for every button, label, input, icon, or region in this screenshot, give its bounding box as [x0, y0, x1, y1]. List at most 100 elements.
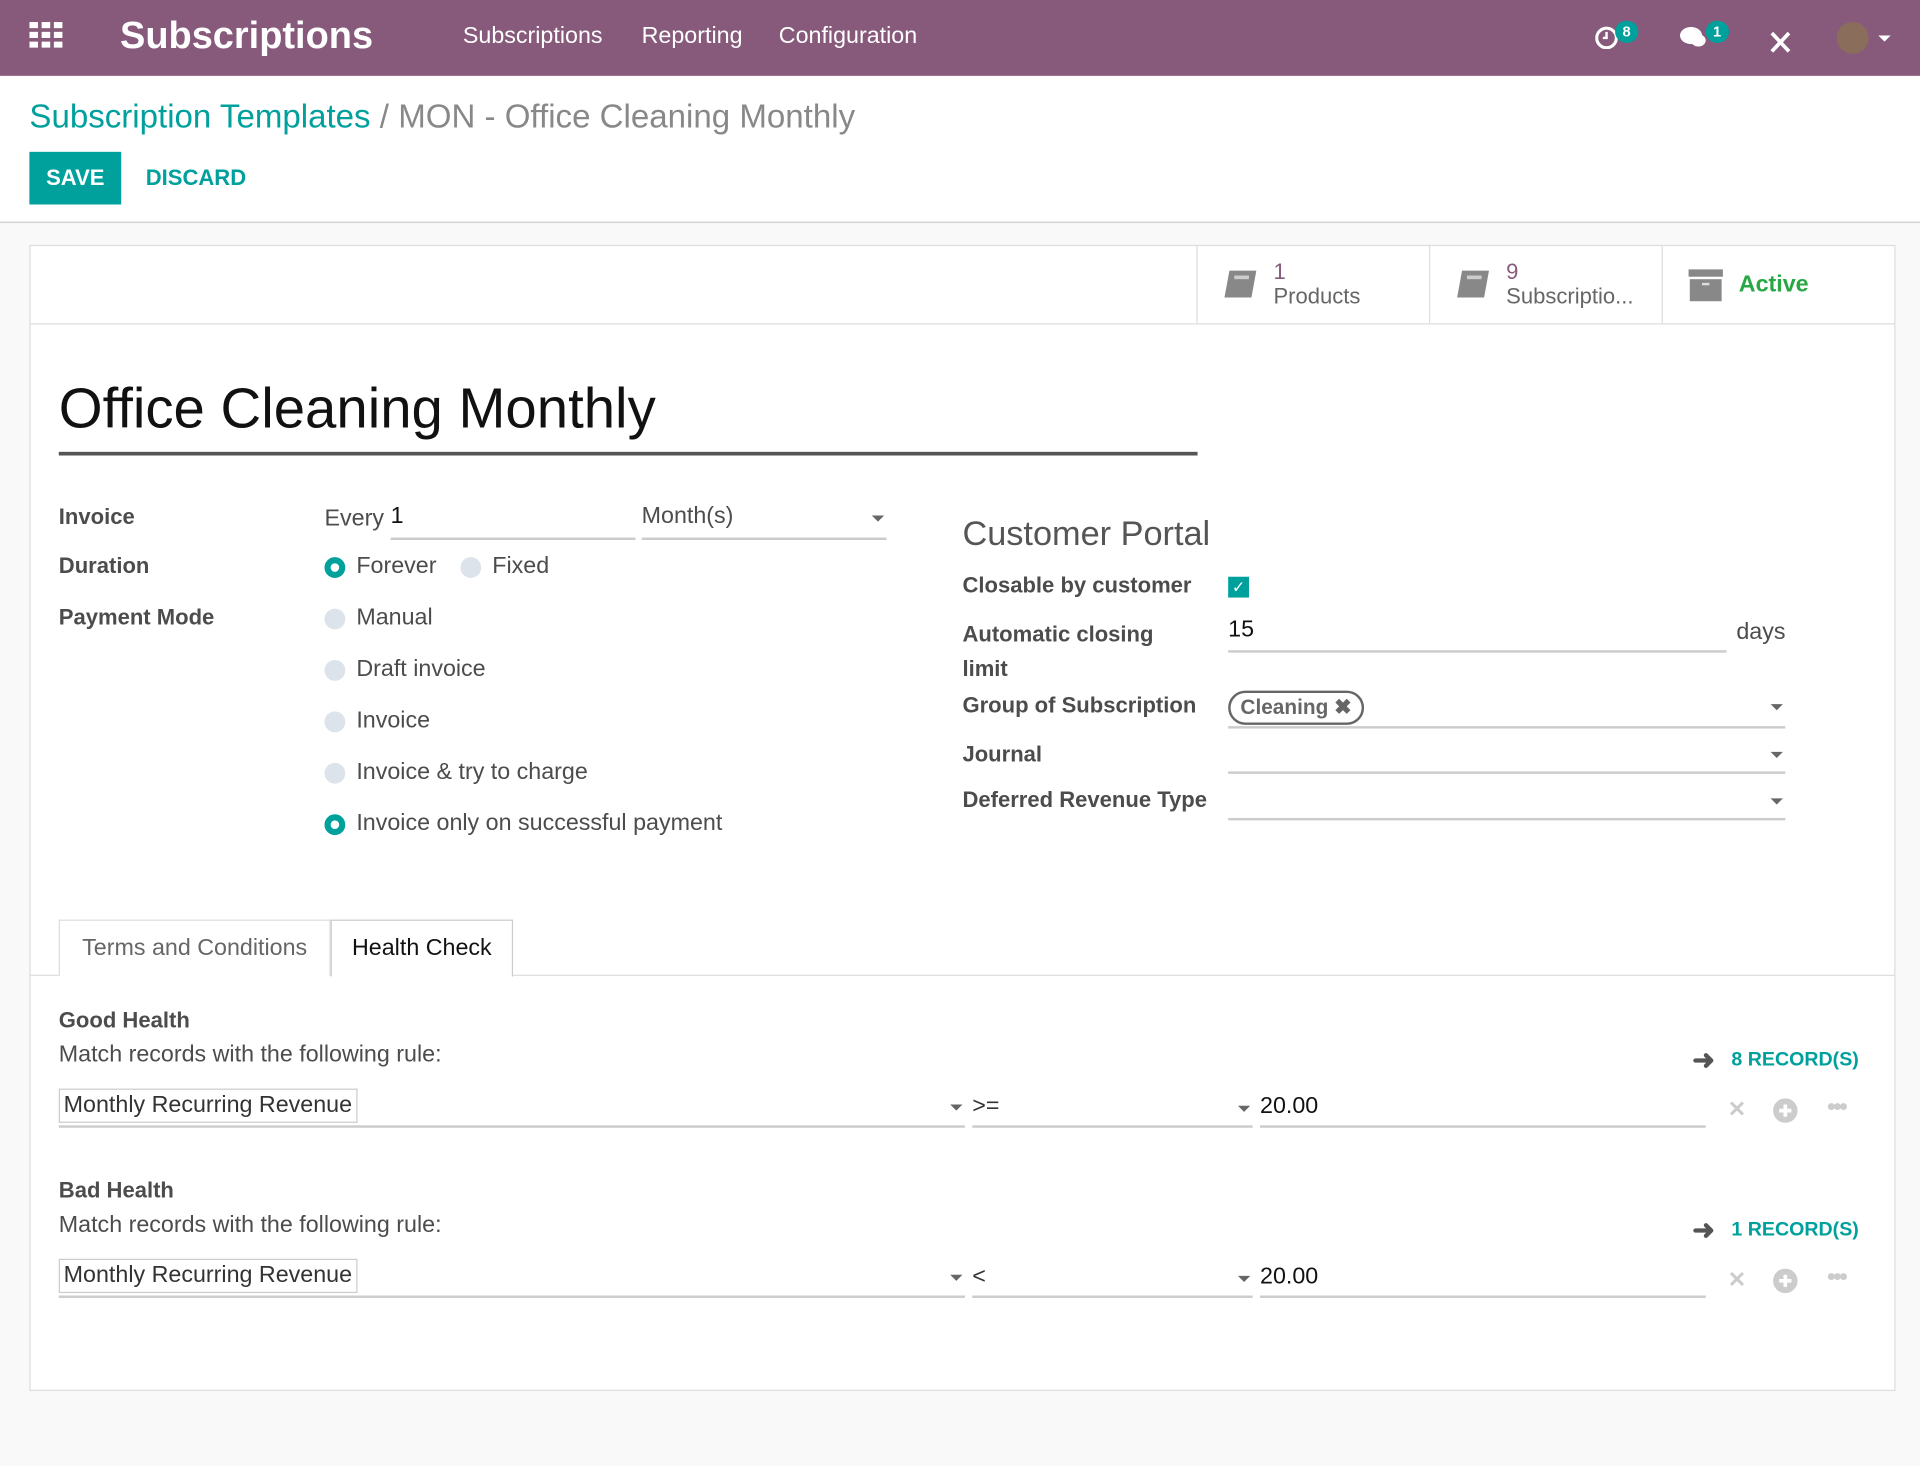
messages-button[interactable]: 1 [1680, 20, 1729, 55]
duration-label: Duration [58, 553, 150, 578]
duration-forever-radio[interactable]: Forever [324, 553, 436, 580]
menu-reporting[interactable]: Reporting [641, 23, 743, 49]
group-label: Group of Subscription [962, 693, 1197, 718]
payment-successful-radio[interactable]: Invoice only on successful payment [324, 811, 722, 838]
customer-portal-heading: Customer Portal [962, 514, 1211, 553]
activity-badge: 8 [1615, 20, 1638, 43]
journal-label: Journal [962, 742, 1043, 767]
save-button[interactable]: SAVE [29, 151, 122, 205]
apps-menu-icon[interactable] [29, 22, 63, 48]
tag-remove-icon[interactable]: ✖ [1334, 695, 1352, 719]
good-health-rule-text: Match records with the following rule: [58, 1042, 442, 1068]
radio-icon [460, 556, 482, 578]
tools-icon[interactable] [1768, 29, 1792, 53]
radio-icon [324, 813, 346, 835]
breadcrumb-separator: / [379, 97, 390, 135]
activity-button[interactable]: 8 [1594, 20, 1638, 55]
app-title: Subscriptions [120, 13, 374, 57]
payment-option-label: Draft invoice [356, 656, 486, 683]
deferred-label: Deferred Revenue Type [962, 787, 1208, 812]
payment-option-label: Invoice only on successful payment [356, 810, 723, 837]
chevron-down-icon [1770, 704, 1783, 711]
payment-try-charge-radio[interactable]: Invoice & try to charge [324, 759, 588, 786]
closable-label: Closable by customer [962, 573, 1192, 598]
subscriptions-label: Subscriptio... [1506, 283, 1634, 308]
deferred-select[interactable] [1228, 781, 1786, 821]
book-icon [1224, 270, 1257, 297]
payment-manual-radio[interactable]: Manual [324, 604, 433, 632]
closable-checkbox[interactable]: ✓ [1228, 576, 1249, 598]
chevron-down-icon [1237, 1105, 1251, 1112]
template-name-input[interactable]: Office Cleaning Monthly [58, 375, 1198, 456]
delete-rule-icon[interactable]: ✕ [1727, 1267, 1747, 1292]
payment-mode-label: Payment Mode [58, 604, 215, 630]
chat-icon [1680, 26, 1706, 47]
duration-fixed-label: Fixed [492, 553, 550, 580]
user-menu-caret-icon[interactable] [1878, 35, 1891, 42]
add-rule-icon[interactable] [1773, 1098, 1798, 1123]
discard-button[interactable]: DISCARD [145, 165, 247, 190]
more-options-icon[interactable]: ••• [1826, 1093, 1848, 1121]
radio-icon [324, 762, 346, 784]
menu-subscriptions[interactable]: Subscriptions [462, 23, 603, 49]
control-panel [0, 75, 1920, 223]
duration-fixed-radio[interactable]: Fixed [460, 553, 549, 580]
chevron-down-icon [871, 515, 885, 522]
bad-health-value-input[interactable]: 20.00 [1260, 1264, 1706, 1298]
journal-select[interactable] [1228, 735, 1786, 774]
book-icon [1457, 270, 1489, 297]
breadcrumb-parent[interactable]: Subscription Templates [29, 97, 371, 135]
good-health-field-select[interactable]: Monthly Recurring Revenue [58, 1088, 965, 1128]
invoice-interval-input[interactable]: 1 [390, 503, 636, 541]
chevron-down-icon [1237, 1275, 1251, 1283]
payment-option-label: Manual [356, 604, 433, 631]
top-navbar: Subscriptions Subscriptions Reporting Co… [0, 0, 1920, 76]
invoice-label: Invoice [58, 504, 135, 529]
operator-value: >= [972, 1093, 1000, 1120]
add-rule-icon[interactable] [1773, 1268, 1798, 1294]
tag-label: Cleaning [1240, 695, 1329, 719]
closing-limit-input[interactable]: 15 [1228, 617, 1727, 653]
group-select[interactable]: Cleaning ✖ [1228, 689, 1786, 729]
bad-health-rule-text: Match records with the following rule: [58, 1212, 442, 1238]
active-label: Active [1738, 271, 1809, 297]
payment-invoice-radio[interactable]: Invoice [324, 708, 430, 735]
chevron-down-icon [950, 1274, 963, 1281]
products-count: 1 [1273, 258, 1286, 284]
chevron-down-icon [1770, 798, 1783, 805]
good-health-records-link[interactable]: 8 RECORD(S) [1731, 1049, 1859, 1071]
tab-terms-and-conditions[interactable]: Terms and Conditions [58, 919, 331, 976]
closing-unit-label: days [1736, 619, 1786, 646]
radio-icon [324, 556, 346, 578]
more-options-icon[interactable]: ••• [1826, 1263, 1848, 1291]
field-value: Monthly Recurring Revenue [58, 1088, 357, 1123]
archive-icon [1688, 268, 1723, 301]
invoice-unit-value: Month(s) [641, 503, 734, 529]
good-health-operator-select[interactable]: >= [972, 1093, 1253, 1128]
subscriptions-count: 9 [1506, 258, 1519, 284]
breadcrumb-current: MON - Office Cleaning Monthly [398, 97, 856, 135]
delete-rule-icon[interactable]: ✕ [1727, 1097, 1747, 1122]
arrow-right-icon: ➜ [1692, 1214, 1715, 1246]
user-avatar[interactable] [1836, 22, 1869, 54]
cleaning-tag: Cleaning ✖ [1228, 690, 1364, 725]
good-health-value-input[interactable]: 20.00 [1260, 1093, 1706, 1128]
radio-icon [324, 607, 346, 629]
tab-health-check[interactable]: Health Check [330, 919, 514, 978]
bad-health-field-select[interactable]: Monthly Recurring Revenue [58, 1258, 965, 1298]
active-toggle-button[interactable]: Active [1661, 244, 1895, 325]
radio-icon [324, 710, 346, 732]
good-health-title: Good Health [58, 1007, 190, 1033]
products-smart-button[interactable]: 1 Products [1196, 244, 1429, 325]
subscriptions-smart-button[interactable]: 9 Subscriptio... [1428, 244, 1662, 325]
bad-health-operator-select[interactable]: < [972, 1264, 1253, 1298]
bad-health-records-link[interactable]: 1 RECORD(S) [1731, 1219, 1859, 1241]
payment-draft-invoice-radio[interactable]: Draft invoice [324, 656, 486, 683]
duration-forever-label: Forever [356, 553, 437, 580]
menu-configuration[interactable]: Configuration [778, 23, 918, 49]
arrow-right-icon: ➜ [1692, 1044, 1715, 1076]
every-label: Every [324, 505, 384, 532]
chevron-down-icon [950, 1104, 963, 1111]
payment-option-label: Invoice [356, 707, 431, 734]
invoice-unit-select[interactable]: Month(s) [641, 503, 887, 541]
